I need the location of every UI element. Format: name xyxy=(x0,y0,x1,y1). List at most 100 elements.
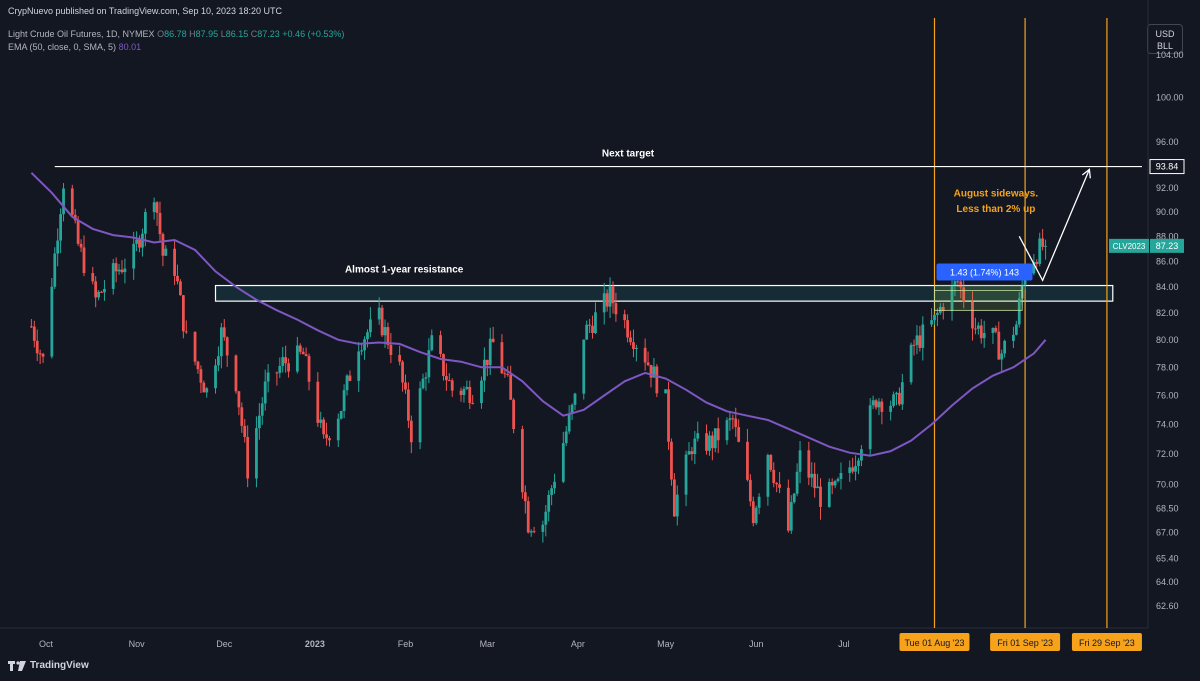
candle-body xyxy=(737,427,741,442)
candle-body xyxy=(339,411,343,419)
candle-body xyxy=(997,331,1001,360)
candle-body xyxy=(541,524,545,532)
ema-value: 80.01 xyxy=(118,42,142,52)
candle-body xyxy=(301,351,305,355)
time-tick: Nov xyxy=(129,639,146,649)
candle-body xyxy=(205,388,209,393)
candle-body xyxy=(833,481,837,486)
candle-body xyxy=(962,287,966,302)
candle-body xyxy=(889,405,893,412)
candle-body xyxy=(1032,262,1036,274)
candle-body xyxy=(439,335,442,355)
candle-body xyxy=(383,327,387,336)
price-tick: 100.00 xyxy=(1156,93,1184,103)
price-tick: 88.00 xyxy=(1156,231,1179,241)
candle-body xyxy=(132,243,136,269)
candle-body xyxy=(342,390,346,412)
candle-body xyxy=(70,188,74,215)
date-highlight-tag xyxy=(899,633,970,651)
candle-body xyxy=(491,338,495,343)
time-tick: Oct xyxy=(39,639,54,649)
price-tick: 86.00 xyxy=(1156,256,1179,266)
candle-body xyxy=(871,400,875,406)
price-tick: 82.00 xyxy=(1156,308,1179,318)
candle-body xyxy=(386,327,390,345)
candle-body xyxy=(176,275,179,282)
candle-body xyxy=(547,494,551,512)
candle-body xyxy=(915,335,919,345)
candle-body xyxy=(1041,238,1045,247)
header-ohlc: Light Crude Oil Futures, 1D, NYMEX O86.7… xyxy=(8,29,344,39)
candle-body xyxy=(696,433,700,439)
candle-body xyxy=(778,484,781,488)
candle-body xyxy=(956,281,960,283)
candle-body xyxy=(769,454,773,470)
candle-body xyxy=(398,354,402,362)
candle-body xyxy=(772,469,776,484)
candle-body xyxy=(445,375,448,381)
candle-body xyxy=(35,340,39,354)
candle-body xyxy=(672,479,676,517)
candle-body xyxy=(521,429,524,493)
price-tick: 96.00 xyxy=(1156,137,1179,147)
candle-body xyxy=(725,420,729,441)
target-price-text: 93.84 xyxy=(1156,162,1179,172)
resistance-zone xyxy=(214,284,1114,302)
candle-body xyxy=(319,419,323,423)
candle-body xyxy=(345,375,349,391)
time-axis[interactable]: Oct Nov Dec 2023 Feb Mar Apr May Jun Jul Tue 01 Au… xyxy=(39,633,1142,651)
candle-body xyxy=(754,507,758,524)
open-value: 86.78 xyxy=(164,29,187,39)
candle-body xyxy=(573,393,577,405)
candle-body xyxy=(380,307,384,336)
candle-body xyxy=(284,357,288,364)
time-tick: Mar xyxy=(480,639,496,649)
candle-body xyxy=(813,473,817,489)
candle-body xyxy=(529,531,533,533)
candle-body xyxy=(401,361,404,383)
candle-body xyxy=(594,312,597,334)
tradingview-logo[interactable]: TradingView xyxy=(8,660,89,671)
candle-body xyxy=(503,373,507,375)
candle-body xyxy=(868,405,872,450)
time-tick: Jul xyxy=(838,639,850,649)
open-label: O xyxy=(157,29,165,39)
price-tick: 72.00 xyxy=(1156,449,1179,459)
candle-body xyxy=(59,214,62,241)
price-axis[interactable]: 104.00 100.00 96.00 92.00 90.00 88.00 86.00 84.… xyxy=(1109,50,1185,611)
candle-body xyxy=(582,339,586,394)
candle-body xyxy=(675,494,679,517)
candle-body xyxy=(1017,298,1021,325)
candle-body xyxy=(62,188,65,215)
candle-body xyxy=(459,390,463,395)
candle-body xyxy=(976,325,980,329)
candle-body xyxy=(161,234,165,256)
candle-body xyxy=(409,420,413,443)
ema-label: EMA (50, close, 0, SMA, 5) xyxy=(8,42,117,52)
candle-body xyxy=(295,345,299,372)
last-price-tag xyxy=(1150,238,1184,253)
price-tick: 90.00 xyxy=(1156,207,1179,217)
candle-body xyxy=(950,284,954,312)
symbol-tag xyxy=(1109,238,1149,253)
measure-box xyxy=(934,285,1023,311)
candle-body xyxy=(483,359,486,381)
candle-body xyxy=(664,389,667,394)
resistance-label: Almost 1-year resistance xyxy=(345,265,464,276)
candle-body xyxy=(851,467,855,472)
candle-body xyxy=(655,366,659,394)
candle-body xyxy=(369,319,372,333)
price-tick: 92.00 xyxy=(1156,183,1179,193)
tradingview-brand-text: TradingView xyxy=(30,660,89,671)
candle-body xyxy=(710,435,714,449)
symbol-line: Light Crude Oil Futures, 1D, NYMEX xyxy=(8,29,155,39)
candle-body xyxy=(97,291,100,298)
date-highlight-text: Fri 01 Sep '23 xyxy=(997,638,1053,648)
candle-body xyxy=(1003,340,1007,354)
candle-body xyxy=(307,355,311,382)
candle-body xyxy=(322,419,326,435)
candle-body xyxy=(670,441,673,480)
candle-body xyxy=(731,418,735,420)
candle-body xyxy=(234,355,238,392)
